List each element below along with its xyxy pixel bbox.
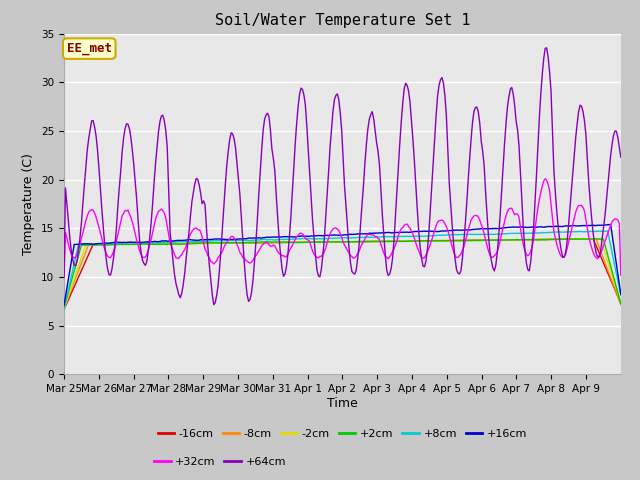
Title: Soil/Water Temperature Set 1: Soil/Water Temperature Set 1 xyxy=(214,13,470,28)
X-axis label: Time: Time xyxy=(327,397,358,410)
Text: EE_met: EE_met xyxy=(67,42,112,55)
Y-axis label: Temperature (C): Temperature (C) xyxy=(22,153,35,255)
Legend: +32cm, +64cm: +32cm, +64cm xyxy=(149,452,291,471)
